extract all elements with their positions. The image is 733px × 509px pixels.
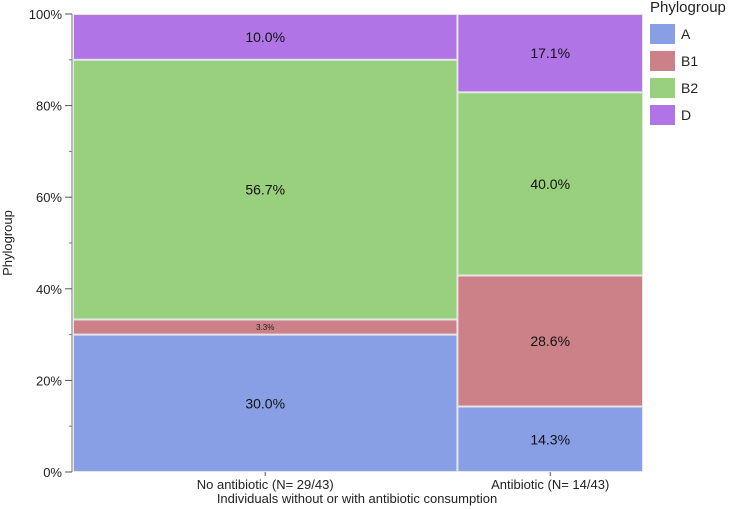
x-tick-label: No antibiotic (N= 29/43) (197, 477, 334, 492)
data-label-b2-col-1: 56.7% (245, 182, 285, 198)
legend-swatch-d (650, 105, 675, 125)
legend-label-b2: B2 (681, 80, 698, 96)
segment-b1-col-2 (458, 276, 642, 406)
data-label-d-col-1: 10.0% (245, 29, 285, 45)
segment-a-col-1 (74, 335, 457, 471)
y-tick-label: 20% (36, 373, 62, 388)
data-label-b1-col-1: 3.3% (256, 323, 274, 332)
data-label-b2-col-2: 40.0% (530, 176, 570, 192)
x-axis-title: Individuals without or with antibiotic c… (217, 491, 497, 506)
data-label-d-col-2: 17.1% (530, 45, 570, 61)
segment-b2-col-1 (74, 60, 457, 319)
y-tick-label: 0% (43, 465, 62, 480)
legend: Phylogroup A B1 B2 D (650, 0, 726, 125)
y-tick-label: 40% (36, 282, 62, 297)
y-tick-label: 60% (36, 190, 62, 205)
data-label-b1-col-2: 28.6% (530, 333, 570, 349)
segment-b1-col-1 (74, 320, 457, 334)
data-label-a-col-2: 14.3% (530, 431, 570, 447)
legend-swatch-b1 (650, 51, 675, 71)
legend-swatch-a (650, 24, 675, 44)
data-label-a-col-1: 30.0% (245, 395, 285, 411)
segment-d-col-1 (74, 15, 457, 59)
y-tick-label: 80% (36, 99, 62, 114)
y-axis-title: Phylogroup (0, 210, 15, 276)
legend-label-a: A (681, 26, 691, 42)
legend-title: Phylogroup (650, 0, 726, 16)
segment-a-col-2 (458, 407, 642, 471)
segment-b2-col-2 (458, 93, 642, 275)
segment-d-col-2 (458, 15, 642, 92)
y-axis: 0% 20% 40% 60% 80% 100% (29, 7, 73, 480)
legend-label-b1: B1 (681, 53, 698, 69)
legend-label-d: D (681, 107, 691, 123)
plot-area: 30.0% 3.3% 56.7% 10.0% 14.3% 28.6% 40.0% 17.1% (73, 14, 643, 472)
x-tick-label: Antibiotic (N= 14/43) (491, 477, 609, 492)
y-tick-label: 100% (29, 7, 63, 22)
legend-swatch-b2 (650, 78, 675, 98)
x-axis: No antibiotic (N= 29/43) Antibiotic (N= 1… (197, 472, 609, 492)
